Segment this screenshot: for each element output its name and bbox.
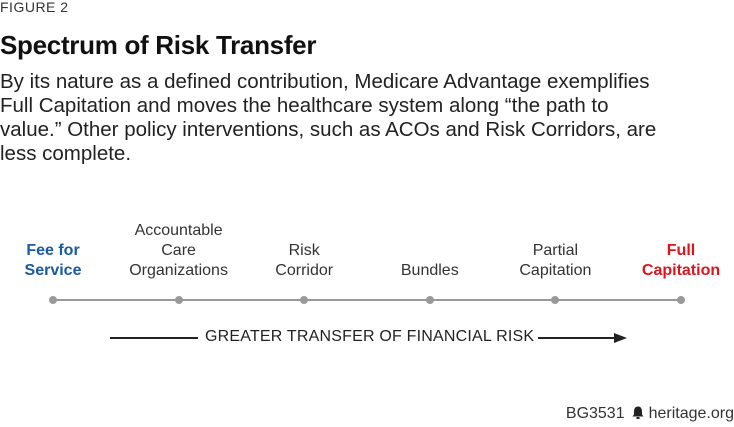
- spectrum-dot: [300, 296, 309, 304]
- figure-description: By its nature as a defined contribution,…: [0, 70, 734, 166]
- spectrum-label-line: Fee for: [26, 242, 80, 259]
- bell-icon: [632, 406, 644, 419]
- spectrum-dot: [174, 296, 183, 304]
- figure-title: Spectrum of Risk Transfer: [0, 30, 317, 60]
- arrow-line-left: [110, 337, 198, 339]
- spectrum-dot: [551, 296, 560, 304]
- spectrum-label-line: Bundles: [400, 262, 459, 279]
- spectrum-label-line: Corridor: [275, 262, 334, 279]
- spectrum-axis-line: [53, 299, 681, 301]
- spectrum-label-line: Service: [24, 262, 82, 279]
- spectrum-label: Partial Capitation: [485, 241, 625, 281]
- spectrum-dot: [677, 296, 685, 304]
- footer-credit: BG3531 heritage.org: [566, 405, 734, 423]
- spectrum-label-line: Risk: [288, 242, 320, 259]
- spectrum-label-line: Capitation: [519, 262, 592, 279]
- spectrum-label: Accountable Care Organizations: [109, 221, 249, 281]
- spectrum-label-line: Care: [161, 242, 196, 259]
- description-line: Full Capitation and moves the healthcare…: [0, 94, 609, 117]
- spectrum-label-line: Organizations: [129, 262, 228, 279]
- spectrum-label: Full Capitation: [611, 241, 734, 281]
- spectrum-dot: [49, 296, 57, 304]
- footer-code: BG3531: [565, 405, 625, 422]
- figure-label: FIGURE 2: [0, 0, 69, 15]
- spectrum-label-line: Capitation: [641, 262, 721, 279]
- spectrum-label-line: Full: [666, 242, 696, 259]
- description-line: By its nature as a defined contribution,…: [0, 70, 650, 93]
- arrow-head-icon: [614, 333, 627, 343]
- spectrum-label: Fee for Service: [0, 241, 123, 281]
- spectrum-label: Bundles: [360, 261, 500, 281]
- spectrum-label: Risk Corridor: [234, 241, 374, 281]
- spectrum-dot: [425, 296, 434, 304]
- arrow-line-right: [538, 337, 616, 339]
- footer-site: heritage.org: [648, 405, 734, 422]
- description-line: value.” Other policy interventions, such…: [0, 118, 657, 141]
- arrow-label: GREATER TRANSFER OF FINANCIAL RISK: [205, 328, 535, 345]
- description-line: less complete.: [0, 142, 132, 165]
- spectrum-label-line: Partial: [532, 242, 579, 259]
- spectrum-label-line: Accountable: [134, 222, 223, 239]
